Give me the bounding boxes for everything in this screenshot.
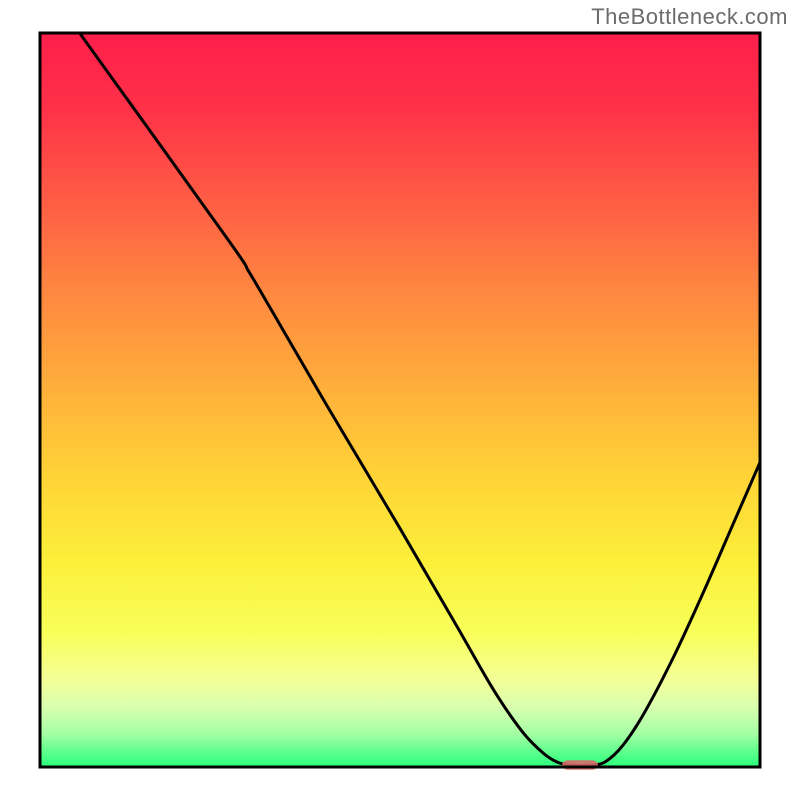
chart-frame: TheBottleneck.com bbox=[0, 0, 800, 800]
plot-background bbox=[40, 33, 760, 767]
bottleneck-curve-chart bbox=[0, 0, 800, 800]
watermark-text: TheBottleneck.com bbox=[591, 4, 788, 30]
